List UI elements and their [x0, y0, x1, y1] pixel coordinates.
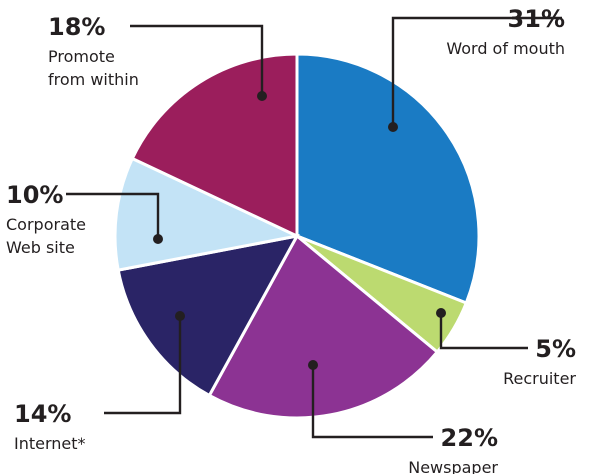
pie-slice-3	[116, 233, 300, 398]
pie-slice-5	[130, 52, 299, 239]
leader-dot-1	[436, 308, 446, 318]
leader-lines	[66, 16, 562, 439]
leader-line-1	[439, 313, 528, 350]
slice-value-label-3: 14%	[14, 400, 71, 428]
slice-value-label-0: 31%	[508, 5, 565, 33]
slice-name-label-3-0: Internet*	[14, 434, 86, 453]
leader-dot-2	[308, 360, 318, 370]
leader-line-5	[130, 24, 264, 96]
slice-value-label-1: 5%	[535, 335, 576, 363]
leader-dot-4	[153, 234, 163, 244]
leader-line-3	[104, 316, 182, 415]
slice-name-label-0-0: Word of mouth	[446, 39, 565, 58]
slice-name-label-4-1: Web site	[6, 238, 75, 257]
slice-name-label-5-1: from within	[48, 70, 139, 89]
leader-line-2	[311, 365, 433, 439]
pie-slice-0	[295, 52, 481, 305]
slice-value-label-5: 18%	[48, 13, 105, 41]
slice-labels: 31% Word of mouth 5% Recruiter 22% Newspaper 1…	[6, 5, 576, 474]
pie-slice-2	[207, 233, 440, 420]
slice-value-label-2: 22%	[441, 424, 498, 452]
slice-name-label-1-0: Recruiter	[503, 369, 576, 388]
leader-dot-5	[257, 91, 267, 101]
slice-name-label-4-0: Corporate	[6, 215, 86, 234]
slice-value-label-4: 10%	[6, 181, 63, 209]
slice-name-label-2-0: Newspaper	[408, 458, 498, 474]
leader-line-0	[391, 16, 562, 127]
pie-slices	[113, 52, 481, 420]
slice-name-label-5-0: Promote	[48, 47, 115, 66]
leader-dot-3	[175, 311, 185, 321]
leader-dot-0	[388, 122, 398, 132]
leader-line-4	[66, 192, 160, 239]
